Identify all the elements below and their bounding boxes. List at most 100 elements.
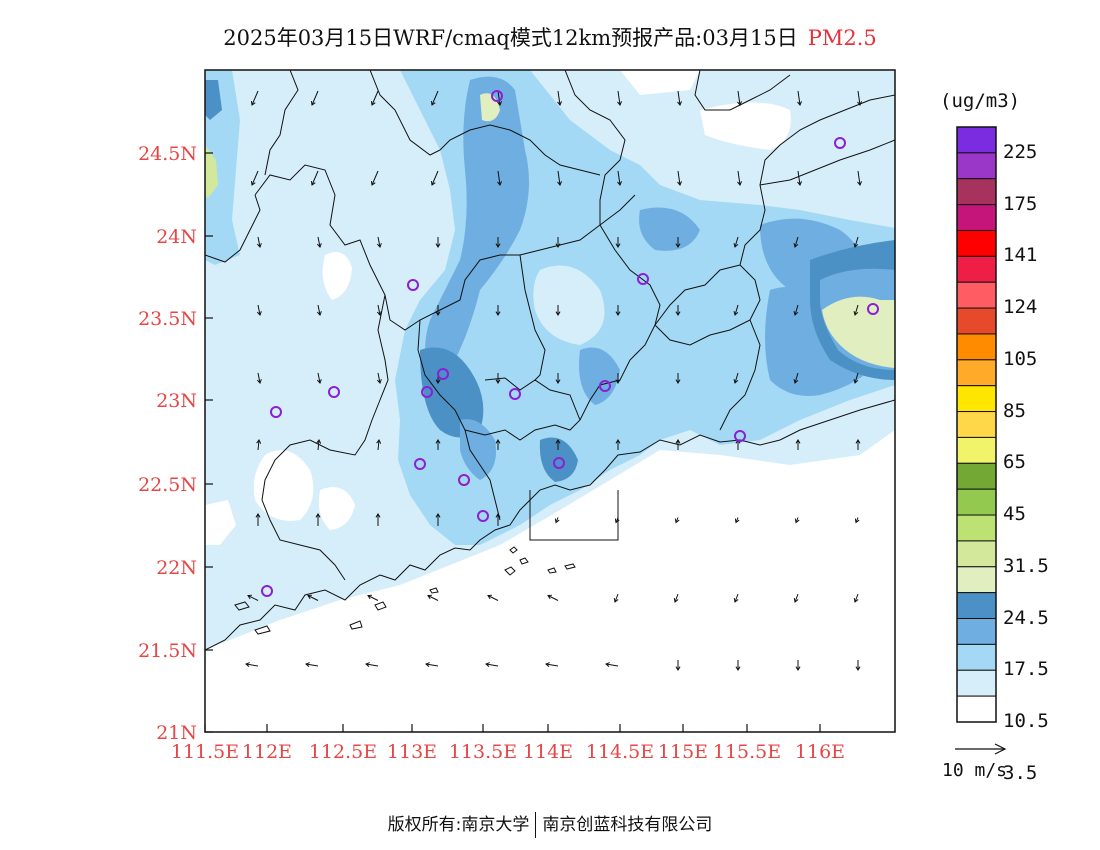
wind-arrowhead: [614, 518, 620, 524]
wind-arrowhead: [435, 439, 441, 444]
wind-arrowhead: [853, 311, 859, 316]
colorbar: [956, 126, 997, 723]
colorbar-swatch: [956, 488, 997, 516]
wind-arrowhead: [487, 594, 493, 600]
wind-arrowhead: [435, 379, 441, 384]
wind-arrowhead: [675, 311, 681, 316]
wind-arrow: [431, 90, 439, 106]
colorbar-swatch: [956, 281, 997, 309]
colorbar-frame: [956, 126, 997, 723]
wind-arrow: [545, 663, 559, 667]
wind-arrowhead: [793, 379, 799, 384]
station-marker: [637, 273, 649, 285]
wind-arrowhead: [495, 311, 501, 316]
wind-arrow: [854, 236, 859, 248]
wind-arrow: [794, 593, 799, 603]
lon-tick-label: 114E: [523, 741, 573, 763]
wind-arrow: [305, 663, 319, 667]
wind-arrowhead: [555, 379, 561, 384]
wind-arrowhead: [853, 243, 859, 248]
wind-arrowhead: [256, 243, 262, 248]
wind-arrowhead: [256, 379, 262, 384]
wind-arrowhead: [316, 439, 322, 444]
wind-arrow: [317, 439, 320, 451]
colorbar-swatch: [956, 359, 997, 387]
wind-arrow: [317, 372, 321, 384]
station-marker: [599, 380, 611, 392]
wind-arrow: [317, 236, 321, 248]
colorbar-label: 141: [1003, 244, 1038, 267]
wind-arrow: [251, 90, 259, 106]
wind-arrowhead: [557, 101, 563, 106]
wind-arrow: [854, 304, 859, 316]
station-marker: [477, 510, 489, 522]
wind-arrow: [734, 593, 739, 603]
colorbar-swatch: [956, 540, 997, 568]
wind-arrowhead: [555, 311, 561, 316]
wind-arrow: [377, 439, 380, 451]
wind-arrow: [854, 372, 859, 384]
colorbar-swatch: [956, 229, 997, 257]
wind-arrowhead: [547, 594, 553, 600]
colorbar-swatch: [956, 462, 997, 490]
wind-arrowhead: [307, 594, 313, 600]
station-marker: [509, 388, 521, 400]
colorbar-label: 10.5: [1003, 710, 1049, 732]
wind-arrowhead: [854, 518, 860, 524]
wind-arrowhead: [435, 243, 441, 248]
lon-tick-label: 111.5E: [171, 741, 239, 763]
wind-arrowhead: [795, 439, 801, 444]
station-marker: [491, 90, 503, 102]
wind-arrow: [247, 595, 259, 601]
colorbar-label: 24.5: [1003, 606, 1049, 629]
station-marker: [867, 303, 879, 315]
wind-arrowhead: [557, 181, 563, 186]
lat-tick-label: 23.5N: [138, 308, 197, 330]
wind-arrow: [367, 595, 379, 601]
wind-arrow: [797, 90, 801, 106]
wind-arrow: [617, 170, 621, 186]
wind-arrowhead: [370, 180, 376, 186]
wind-arrow: [371, 90, 379, 106]
station-marker: [834, 137, 846, 149]
wind-arrow: [547, 595, 559, 601]
wind-arrowhead: [853, 379, 859, 384]
wind-arrowhead: [853, 597, 859, 603]
wind-arrowhead: [613, 597, 619, 603]
colorbar-swatch: [956, 126, 997, 154]
station-marker: [414, 458, 426, 470]
colorbar-swatch: [956, 514, 997, 542]
wind-arrow: [677, 90, 681, 106]
lon-tick-label: 115.5E: [713, 741, 781, 763]
wind-arrow: [377, 372, 381, 384]
wind-arrowhead: [615, 311, 621, 316]
wind-arrowhead: [367, 594, 373, 600]
wind-arrowhead: [675, 666, 681, 671]
wind-arrow: [431, 170, 439, 186]
station-marker: [328, 386, 340, 398]
lon-tick-label: 113E: [387, 741, 437, 763]
map-title: 2025年03月15日WRF/cmaq模式12km预报产品:03月15日 PM2.…: [0, 22, 1100, 52]
wind-arrowhead: [793, 597, 799, 603]
station-marker: [553, 457, 565, 469]
copyright-footer: 版权所有:南京大学 南京创蓝科技有限公司: [0, 810, 1100, 838]
wind-arrow: [251, 170, 259, 186]
colorbar-swatch: [956, 255, 997, 283]
wind-arrowhead: [797, 181, 803, 186]
wind-arrow: [307, 595, 319, 601]
colorbar-swatch: [956, 695, 997, 723]
wind-arrowhead: [435, 311, 441, 316]
wind-arrowhead: [376, 379, 382, 384]
wind-arrowhead: [497, 181, 503, 186]
station-marker: [407, 279, 419, 291]
title-pollutant: PM2.5: [807, 26, 877, 50]
footer-left: 版权所有:南京大学: [387, 815, 530, 835]
wind-arrow: [311, 170, 319, 186]
wind-arrowhead: [256, 311, 262, 316]
wind-arrow: [257, 236, 261, 248]
wind-arrowhead: [677, 181, 683, 186]
colorbar-swatch: [956, 333, 997, 361]
wind-arrowhead: [497, 101, 503, 106]
station-marker: [261, 585, 273, 597]
wind-arrowhead: [250, 180, 256, 186]
